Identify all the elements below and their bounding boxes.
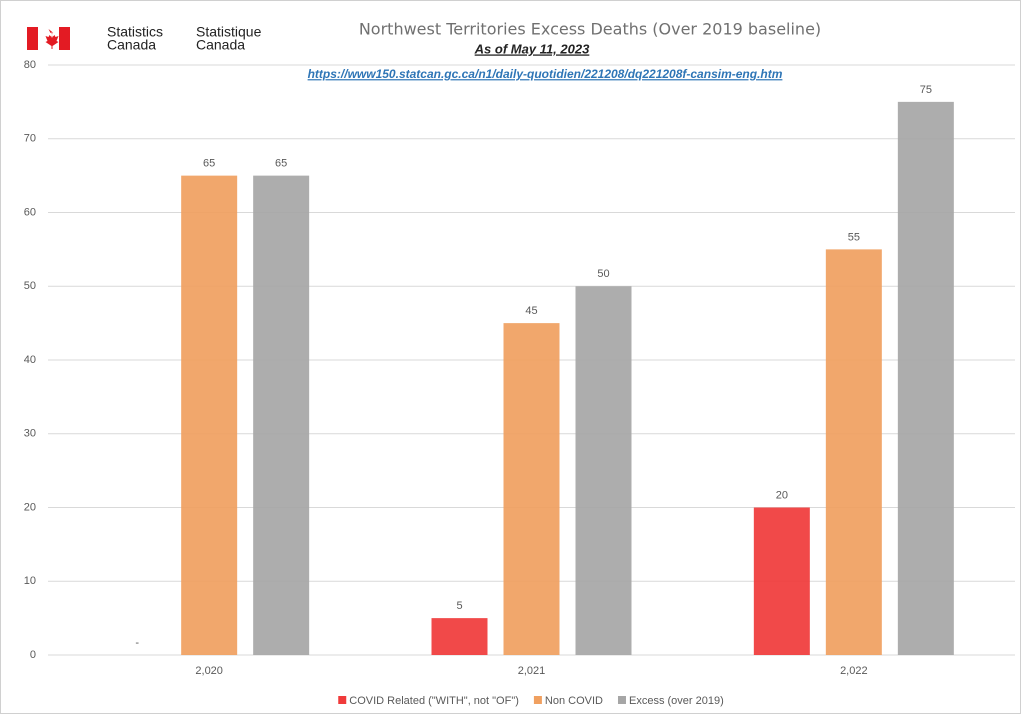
logo-text: Canada (107, 37, 156, 53)
y-tick-label: 10 (24, 575, 36, 587)
value-label: 50 (597, 268, 609, 280)
legend-label: COVID Related ("WITH", not "OF") (349, 695, 519, 707)
logo-text: Statistique (196, 24, 262, 40)
y-tick-label: 50 (24, 280, 36, 292)
chart-title: Northwest Territories Excess Deaths (Ove… (359, 20, 821, 39)
source-link[interactable]: https://www150.statcan.gc.ca/n1/daily-qu… (308, 67, 783, 81)
value-label: 5 (456, 600, 462, 612)
y-tick-label: 40 (24, 354, 36, 366)
bar (575, 286, 632, 655)
chart-subtitle: As of May 11, 2023 (474, 41, 590, 56)
bar (503, 323, 560, 655)
value-label: 75 (920, 84, 932, 96)
y-tick-label: 70 (24, 133, 36, 145)
legend-label: Non COVID (545, 695, 603, 707)
value-label: 55 (848, 231, 860, 243)
y-tick-label: 30 (24, 428, 36, 440)
legend-swatch (533, 696, 542, 704)
value-label: 65 (275, 158, 287, 170)
x-tick-label: 2,021 (518, 665, 546, 677)
logo-text: Canada (196, 37, 245, 53)
y-tick-label: 0 (30, 649, 36, 661)
x-tick-label: 2,022 (840, 665, 868, 677)
logo-flag (27, 27, 70, 50)
bar (181, 175, 238, 655)
y-tick-label: 80 (24, 59, 36, 71)
bar (753, 507, 810, 655)
value-label: 20 (776, 489, 788, 501)
value-label: - (135, 637, 139, 649)
value-label: 45 (525, 305, 537, 317)
legend-swatch (338, 696, 347, 704)
logo-text: Statistics (107, 24, 163, 40)
bar (897, 101, 954, 655)
bar (825, 249, 882, 655)
bar (253, 175, 310, 655)
bar (431, 618, 488, 655)
y-tick-label: 20 (24, 501, 36, 513)
legend-swatch (617, 696, 626, 704)
value-label: 65 (203, 158, 215, 170)
y-tick-label: 60 (24, 206, 36, 218)
legend-label: Excess (over 2019) (629, 695, 724, 707)
x-tick-label: 2,020 (195, 665, 223, 677)
